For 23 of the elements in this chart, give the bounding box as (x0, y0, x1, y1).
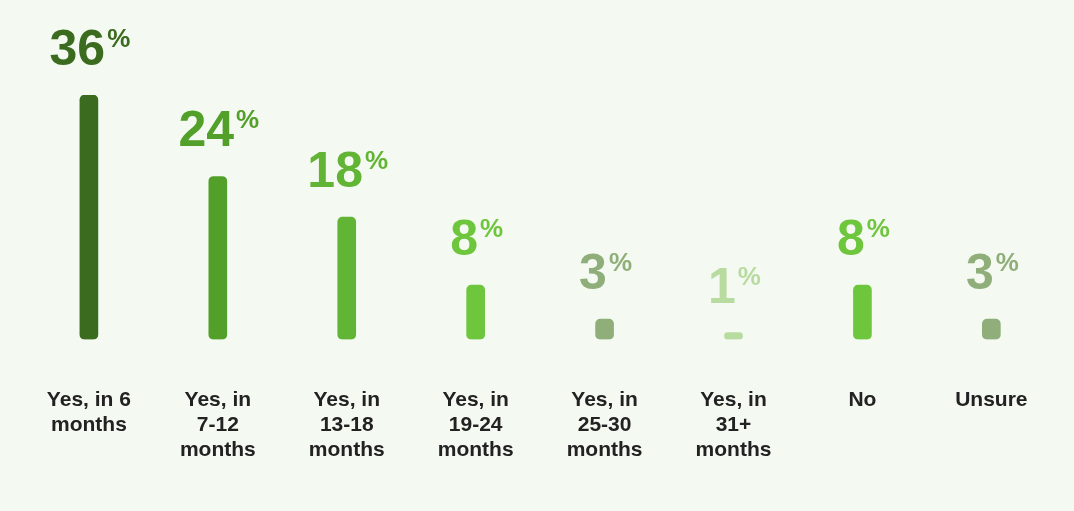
bar (466, 284, 485, 340)
bar (853, 284, 872, 340)
data-label: 8% (836, 210, 890, 267)
data-label: 1% (708, 257, 761, 314)
bar (79, 95, 99, 340)
bar (982, 318, 1001, 340)
data-label: 3% (965, 244, 1019, 301)
bar (208, 176, 228, 340)
data-label: 18% (307, 142, 389, 199)
x-tick-label: Yes, in 6 months (46, 386, 131, 435)
data-label: 24% (178, 101, 260, 158)
x-tick-label: Yes, in 13-18 months (308, 386, 385, 461)
bar (337, 216, 357, 340)
data-label: 36% (49, 20, 131, 76)
x-tick-label: No (848, 386, 877, 410)
x-tick-label: Unsure (955, 386, 1028, 410)
x-tick-label: Yes, in 19-24 months (437, 386, 514, 461)
bar (595, 318, 614, 340)
x-tick-label: Yes, in 25-30 months (566, 386, 643, 461)
data-label: 3% (579, 244, 633, 301)
data-label: 8% (450, 210, 504, 267)
x-tick-label: Yes, in 7-12 months (179, 386, 256, 461)
x-tick-label: Yes, in 31+ months (695, 386, 772, 461)
